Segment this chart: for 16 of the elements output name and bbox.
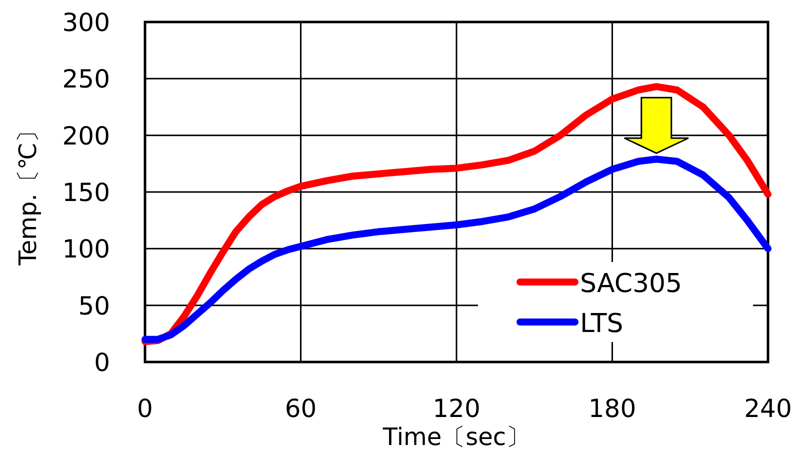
y-tick-label: 150 (62, 178, 110, 207)
legend-label: LTS (580, 309, 624, 339)
x-tick-label: 240 (744, 394, 792, 423)
x-axis-title: Time〔sec〕 (382, 423, 530, 451)
x-tick-label: 0 (137, 394, 153, 423)
y-tick-label: 250 (62, 64, 110, 94)
y-tick-label: 0 (94, 348, 110, 377)
y-tick-label: 50 (78, 291, 110, 320)
y-tick-label: 100 (62, 234, 110, 264)
y-axis-title: Temp.〔℃〕 (14, 118, 42, 266)
x-tick-label: 120 (432, 394, 480, 423)
legend-label: SAC305 (580, 269, 682, 299)
x-tick-label: 180 (588, 394, 636, 423)
y-tick-label: 200 (62, 121, 110, 150)
y-tick-label: 300 (62, 8, 110, 37)
x-tick-label: 60 (284, 394, 317, 423)
